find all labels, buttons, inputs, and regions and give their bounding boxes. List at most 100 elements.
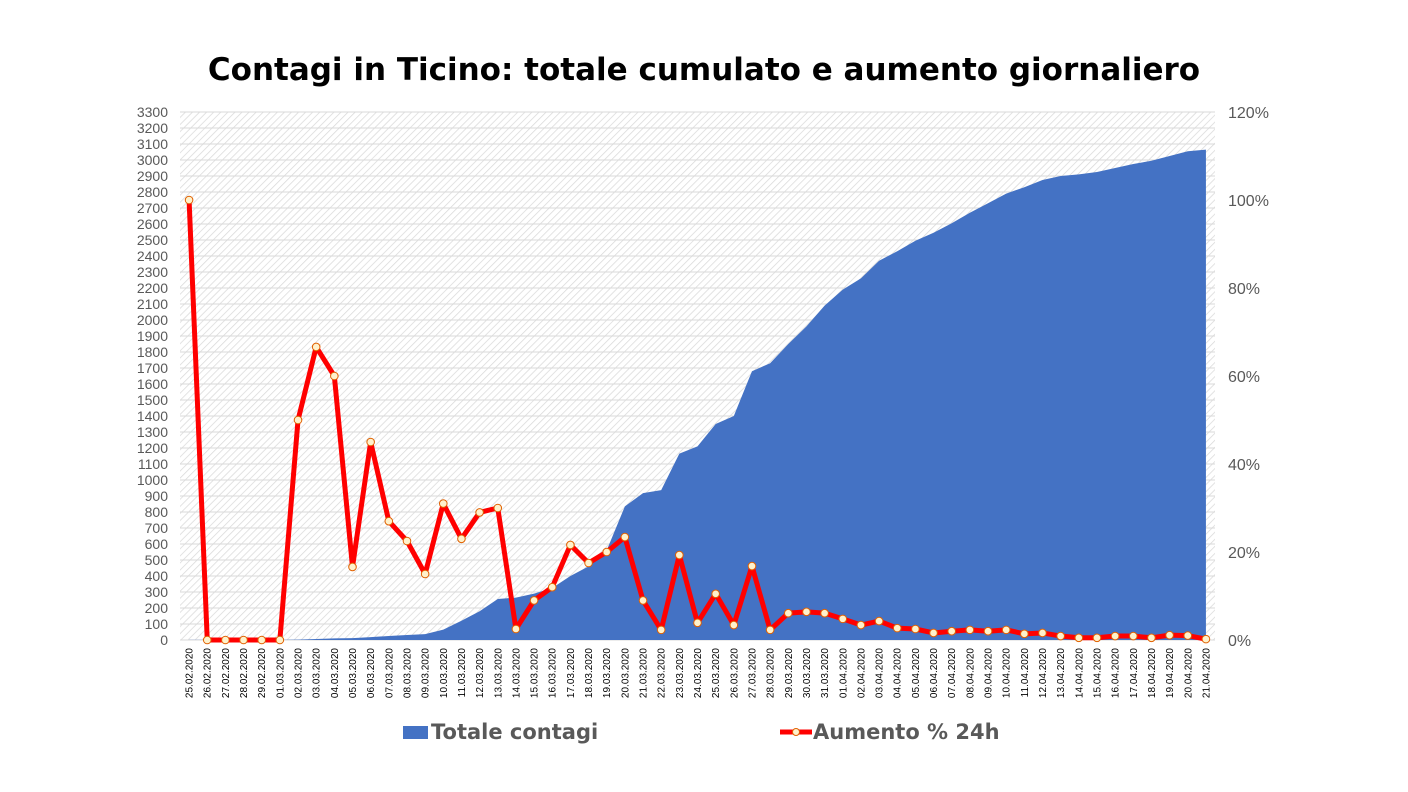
y-left-tick-label: 1000 <box>137 472 168 488</box>
data-point <box>747 561 757 571</box>
y-left-tick-label: 1500 <box>137 392 168 408</box>
x-tick-label: 09.04.2020 <box>984 648 995 698</box>
y-left-tick-label: 1900 <box>137 328 168 344</box>
y-left-tick-label: 400 <box>145 568 169 584</box>
data-point <box>1128 631 1138 641</box>
y-left-tick-label: 2200 <box>137 280 168 296</box>
y-left-tick-label: 3000 <box>137 152 168 168</box>
data-point <box>711 589 720 599</box>
x-tick-label: 21.03.2020 <box>639 648 650 698</box>
data-point <box>584 558 593 568</box>
x-tick-label: 27.03.2020 <box>747 648 758 698</box>
y-left-tick-label: 2400 <box>137 248 168 264</box>
data-point <box>348 562 357 572</box>
x-tick-label: 07.04.2020 <box>947 648 958 698</box>
x-tick-label: 15.03.2020 <box>530 648 541 698</box>
data-point <box>892 623 902 633</box>
x-tick-label: 31.03.2020 <box>820 648 831 698</box>
data-point <box>511 624 521 634</box>
x-tick-label: 11.03.2020 <box>457 648 468 698</box>
data-point <box>257 635 267 645</box>
x-tick-label: 01.04.2020 <box>838 648 849 698</box>
data-point <box>239 635 248 645</box>
x-tick-label: 02.03.2020 <box>294 648 305 698</box>
x-tick-label: 18.04.2020 <box>1147 648 1158 698</box>
data-point <box>221 635 230 645</box>
x-tick-label: 04.03.2020 <box>330 648 341 698</box>
y-right-tick-label: 40% <box>1228 457 1260 474</box>
x-tick-label: 11.04.2020 <box>1020 648 1031 698</box>
y-left-tick-label: 3200 <box>137 120 168 136</box>
x-tick-label: 06.04.2020 <box>929 648 940 698</box>
x-tick-label: 21.04.2020 <box>1201 648 1212 698</box>
x-tick-label: 25.03.2020 <box>711 648 722 698</box>
data-point <box>947 626 957 636</box>
y-left-tick-label: 1800 <box>137 344 168 360</box>
x-tick-label: 04.04.2020 <box>893 648 904 698</box>
data-point <box>566 540 575 550</box>
data-point <box>475 508 484 517</box>
data-point <box>202 635 212 645</box>
y-left-tick-label: 1300 <box>137 424 168 440</box>
data-point <box>547 582 557 592</box>
y-left-tick-label: 2800 <box>137 184 168 200</box>
data-point <box>802 607 811 617</box>
data-point <box>1183 631 1193 640</box>
x-tick-label: 16.03.2020 <box>548 648 559 698</box>
y-right-tick-label: 60% <box>1228 369 1260 386</box>
data-point <box>856 620 866 630</box>
x-tick-label: 29.02.2020 <box>257 648 268 698</box>
data-point <box>1201 634 1211 644</box>
x-tick-label: 23.03.2020 <box>675 648 686 698</box>
y-left-tick-label: 200 <box>145 600 169 616</box>
data-point <box>1165 630 1174 640</box>
x-tick-label: 06.03.2020 <box>366 648 377 698</box>
x-tick-label: 20.03.2020 <box>620 648 631 698</box>
data-point <box>820 608 829 618</box>
data-point <box>1038 628 1047 638</box>
legend-swatch-line <box>780 728 812 736</box>
y-right-tick-label: 0% <box>1228 633 1251 650</box>
data-point <box>1147 633 1156 643</box>
x-tick-label: 26.03.2020 <box>729 648 740 698</box>
x-tick-label: 05.03.2020 <box>348 648 359 698</box>
data-point <box>311 342 321 352</box>
data-point <box>402 536 412 546</box>
x-tick-label: 24.03.2020 <box>693 648 704 698</box>
x-tick-label: 17.03.2020 <box>566 648 577 698</box>
y-left-tick-label: 1600 <box>137 376 168 392</box>
data-point <box>729 620 739 630</box>
data-point <box>656 625 666 635</box>
x-tick-label: 19.04.2020 <box>1165 648 1176 698</box>
data-point <box>675 550 684 560</box>
data-point <box>874 616 884 626</box>
legend-label: Aumento % 24h <box>813 720 1000 744</box>
data-point <box>493 503 503 513</box>
y-left-tick-label: 800 <box>145 504 169 520</box>
x-tick-label: 07.03.2020 <box>384 648 395 698</box>
x-tick-label: 28.03.2020 <box>766 648 777 698</box>
y-right-tick-label: 80% <box>1228 281 1260 298</box>
y-left-tick-label: 100 <box>145 616 169 632</box>
data-point <box>911 624 920 634</box>
y-left-tick-label: 1400 <box>137 408 168 424</box>
area-totale-contagi <box>189 149 1206 640</box>
y-left-tick-label: 1200 <box>137 440 168 456</box>
x-tick-label: 13.03.2020 <box>493 648 504 698</box>
x-tick-label: 08.04.2020 <box>965 648 976 698</box>
data-point <box>602 547 612 557</box>
data-point <box>1020 629 1029 639</box>
data-point <box>1092 633 1102 643</box>
x-tick-label: 15.04.2020 <box>1092 648 1103 698</box>
data-point <box>693 618 702 628</box>
data-point <box>1056 631 1065 641</box>
y-left-tick-label: 2900 <box>137 168 168 184</box>
x-tick-label: 28.02.2020 <box>239 648 250 698</box>
data-point <box>438 499 448 508</box>
legend-item-totale: Totale contagi <box>403 720 598 744</box>
data-point <box>330 371 339 381</box>
x-tick-label: 27.02.2020 <box>221 648 232 698</box>
chart-title: Contagi in Ticino: totale cumulato e aum… <box>207 52 1201 88</box>
x-tick-label: 01.03.2020 <box>275 648 286 698</box>
